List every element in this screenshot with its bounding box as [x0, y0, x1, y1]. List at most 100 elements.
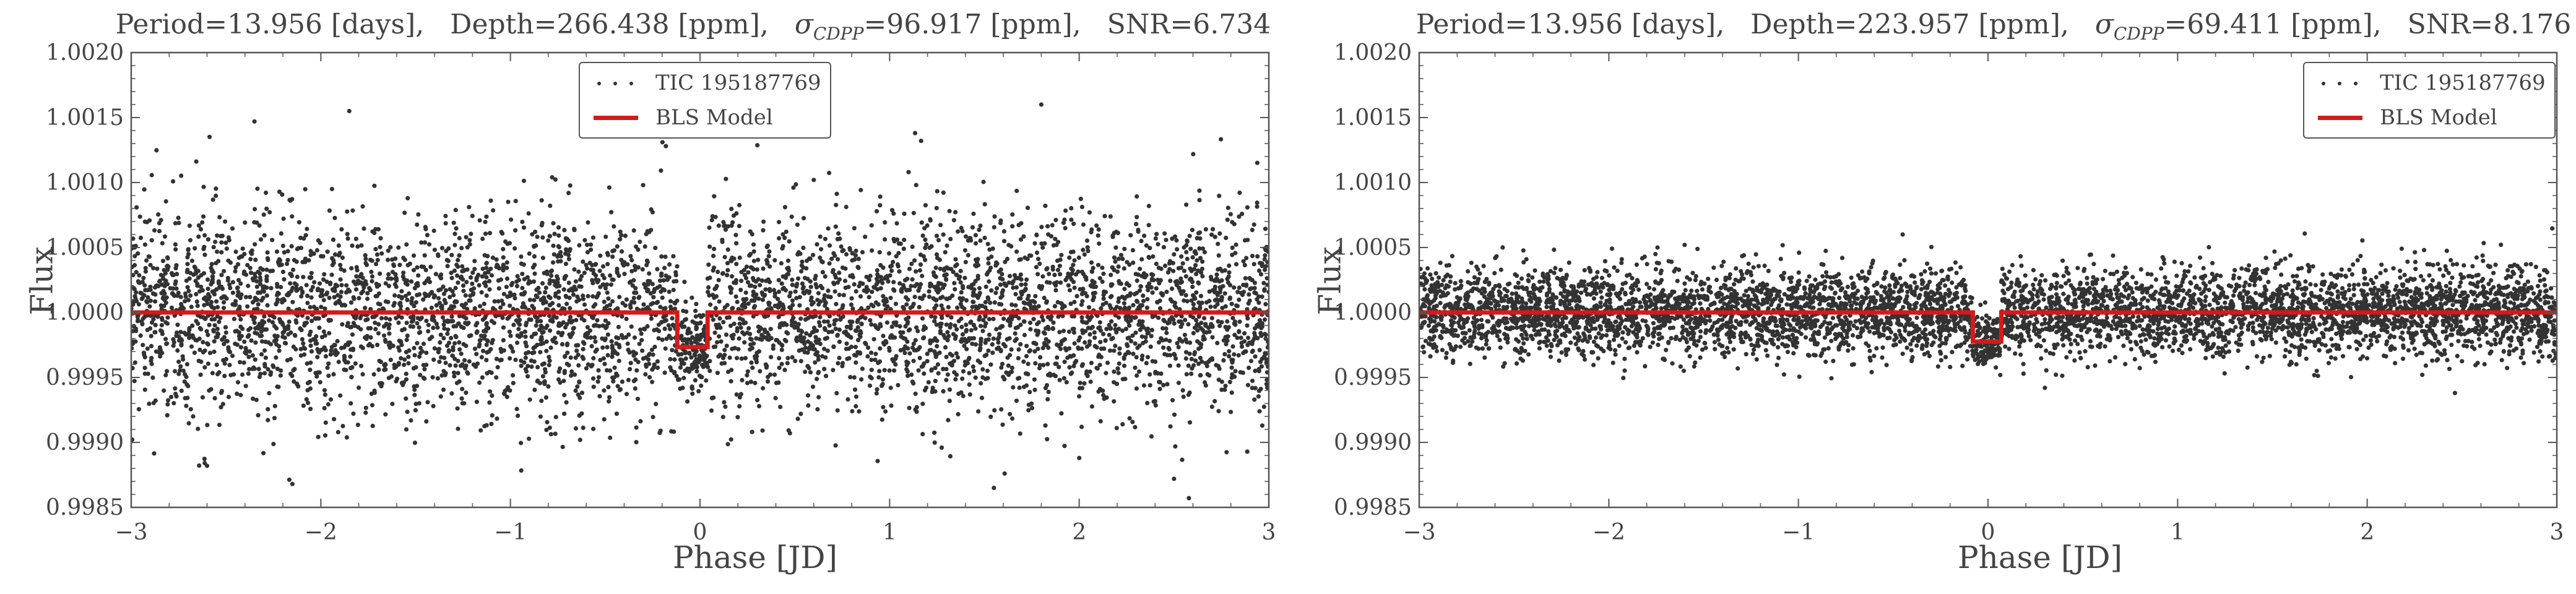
- data-point: [645, 289, 650, 294]
- data-point: [353, 361, 358, 366]
- data-point: [724, 176, 728, 181]
- data-point: [432, 248, 438, 252]
- data-point: [376, 322, 381, 327]
- data-point: [748, 252, 753, 257]
- data-point: [253, 242, 257, 247]
- data-point: [867, 383, 873, 388]
- data-point: [441, 291, 447, 296]
- data-point: [564, 295, 569, 299]
- data-point: [485, 350, 490, 355]
- data-point: [978, 223, 983, 228]
- data-point: [280, 243, 285, 248]
- data-point: [383, 339, 388, 344]
- data-point: [952, 281, 957, 286]
- data-point: [729, 207, 734, 212]
- data-point: [480, 317, 485, 322]
- data-point: [404, 337, 409, 342]
- data-point: [360, 204, 365, 209]
- data-point: [233, 249, 238, 254]
- data-point: [734, 241, 739, 246]
- data-point: [672, 429, 676, 434]
- data-point: [309, 295, 314, 300]
- data-point: [779, 361, 784, 366]
- data-point: [683, 356, 688, 361]
- data-point: [469, 231, 473, 236]
- data-point: [515, 340, 520, 345]
- data-point: [795, 282, 800, 286]
- data-point: [568, 314, 573, 319]
- data-point: [953, 264, 958, 269]
- data-point: [1188, 314, 1193, 319]
- data-point: [1130, 248, 1135, 252]
- data-point: [568, 306, 573, 311]
- data-point: [1064, 380, 1069, 385]
- data-point: [1086, 325, 1091, 330]
- data-point: [927, 289, 931, 294]
- data-point: [920, 316, 925, 321]
- data-point: [948, 236, 953, 241]
- data-point: [923, 203, 928, 208]
- data-point: [501, 325, 506, 330]
- data-point: [711, 265, 717, 270]
- data-point: [535, 319, 540, 324]
- data-point: [585, 250, 590, 255]
- data-point: [279, 285, 283, 290]
- data-point: [238, 392, 243, 398]
- data-point: [457, 314, 462, 319]
- data-point: [283, 327, 288, 332]
- data-point: [1257, 348, 1262, 353]
- data-point: [947, 398, 952, 403]
- data-point: [416, 273, 421, 278]
- data-point: [598, 253, 603, 258]
- data-point: [847, 356, 852, 361]
- data-point: [1227, 296, 1232, 301]
- data-point: [1069, 217, 1074, 222]
- data-point: [158, 303, 163, 308]
- data-point: [462, 401, 467, 406]
- data-point: [246, 371, 251, 376]
- data-point: [1133, 341, 1138, 346]
- data-point: [305, 293, 310, 298]
- data-point: [878, 322, 883, 327]
- data-point: [209, 262, 214, 267]
- data-point: [818, 323, 823, 328]
- data-point: [939, 445, 944, 450]
- data-point: [1101, 271, 1106, 277]
- data-point: [940, 316, 944, 321]
- data-point: [149, 358, 153, 363]
- data-point: [147, 304, 152, 309]
- data-point: [213, 239, 218, 244]
- data-point: [470, 270, 475, 275]
- data-point: [1185, 299, 1190, 304]
- data-point: [655, 267, 660, 272]
- data-point: [487, 400, 492, 405]
- data-point: [443, 360, 448, 366]
- data-point: [1061, 376, 1066, 381]
- data-point: [1256, 394, 1261, 399]
- data-point: [489, 319, 495, 324]
- data-point: [1172, 412, 1177, 417]
- data-point: [222, 300, 227, 305]
- data-point: [300, 337, 305, 342]
- data-point: [952, 370, 957, 375]
- data-point: [1194, 317, 1199, 323]
- data-point: [175, 272, 179, 277]
- data-point: [456, 321, 461, 326]
- data-point: [875, 458, 880, 463]
- data-point: [1151, 272, 1156, 277]
- data-point: [871, 337, 876, 342]
- data-point: [303, 187, 308, 192]
- data-point: [767, 280, 772, 285]
- data-point: [1121, 295, 1126, 299]
- data-point: [576, 269, 581, 274]
- data-point: [186, 421, 191, 426]
- data-point: [901, 283, 905, 288]
- data-point: [1198, 256, 1203, 260]
- data-point: [1126, 314, 1131, 319]
- data-point: [1164, 290, 1169, 295]
- data-point: [453, 363, 458, 368]
- data-point: [142, 366, 147, 371]
- data-point: [593, 262, 599, 267]
- data-point: [1127, 323, 1132, 328]
- data-point: [964, 322, 969, 327]
